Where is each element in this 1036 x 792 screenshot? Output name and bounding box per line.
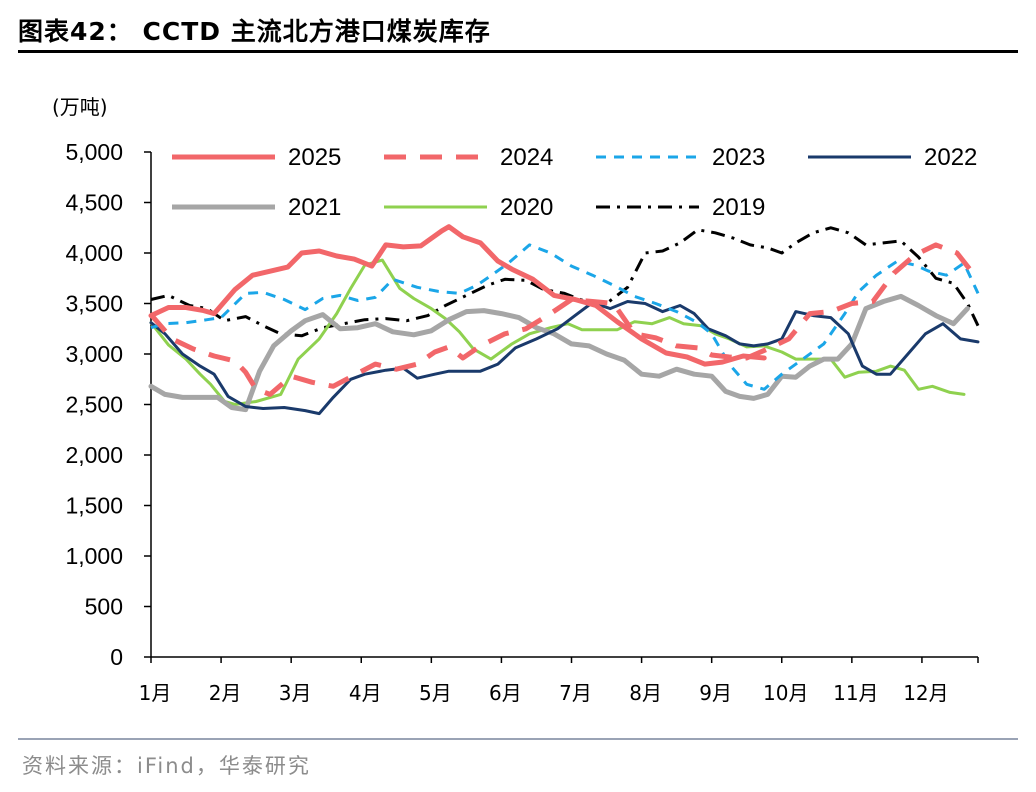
x-tick-label: 7月 [559, 681, 592, 705]
legend-label-2025: 2025 [288, 144, 341, 171]
y-tick-label: 1,500 [65, 493, 123, 519]
x-tick-label: 8月 [629, 681, 662, 705]
x-tick-label: 3月 [279, 681, 312, 705]
legend-label-2020: 2020 [500, 194, 553, 221]
y-tick-label: 2,000 [65, 442, 123, 468]
page-title: 图表42： CCTD 主流北方港口煤炭库存 [18, 17, 491, 46]
y-tick-label: 3,000 [65, 341, 123, 367]
x-tick-label: 10月 [763, 681, 808, 705]
series-line-2020 [149, 258, 966, 406]
x-tick-label: 4月 [349, 681, 382, 705]
series-line-2025 [148, 224, 767, 367]
legend-label-2024: 2024 [500, 144, 553, 171]
y-tick-label: 4,500 [65, 190, 123, 216]
series-line-2019 [150, 226, 980, 338]
legend-label-2022: 2022 [924, 144, 977, 171]
footer-rule [18, 738, 1018, 740]
legend-label-2021: 2021 [288, 194, 341, 221]
x-tick-label: 12月 [903, 681, 948, 705]
series-line-2024 [149, 242, 977, 397]
legend-label-2019: 2019 [712, 194, 765, 221]
legend: 2025 2024 2023 2022 2021 2020 2019 [172, 144, 977, 221]
y-tick-label: 5,000 [65, 139, 123, 165]
legend-label-2023: 2023 [712, 144, 765, 171]
y-tick-label: 3,500 [65, 291, 123, 317]
y-axis-label: (万吨) [52, 95, 108, 119]
title-rule [18, 50, 1018, 53]
series-line-2022 [149, 300, 980, 416]
series-lines [148, 224, 980, 416]
y-tick-label: 500 [85, 594, 123, 620]
plot-area: 5,000 4,500 4,000 3,500 3,000 2,500 2,000 1,500… [65, 139, 979, 705]
series-line-2021 [148, 293, 970, 413]
y-tick-label: 1,000 [65, 543, 123, 569]
y-tick-label: 2,500 [65, 392, 123, 418]
y-tick-label: 4,000 [65, 240, 123, 266]
x-tick-label: 2月 [209, 681, 242, 705]
series-line-2023 [150, 243, 980, 391]
source-note: 资料来源：iFind，华泰研究 [22, 754, 311, 778]
x-tick-label: 9月 [699, 681, 732, 705]
y-tick-label: 0 [110, 644, 123, 670]
x-tick-label: 6月 [489, 681, 522, 705]
x-tick-label: 5月 [419, 681, 452, 705]
x-tick-label: 11月 [833, 681, 878, 705]
x-tick-label: 1月 [139, 681, 172, 705]
